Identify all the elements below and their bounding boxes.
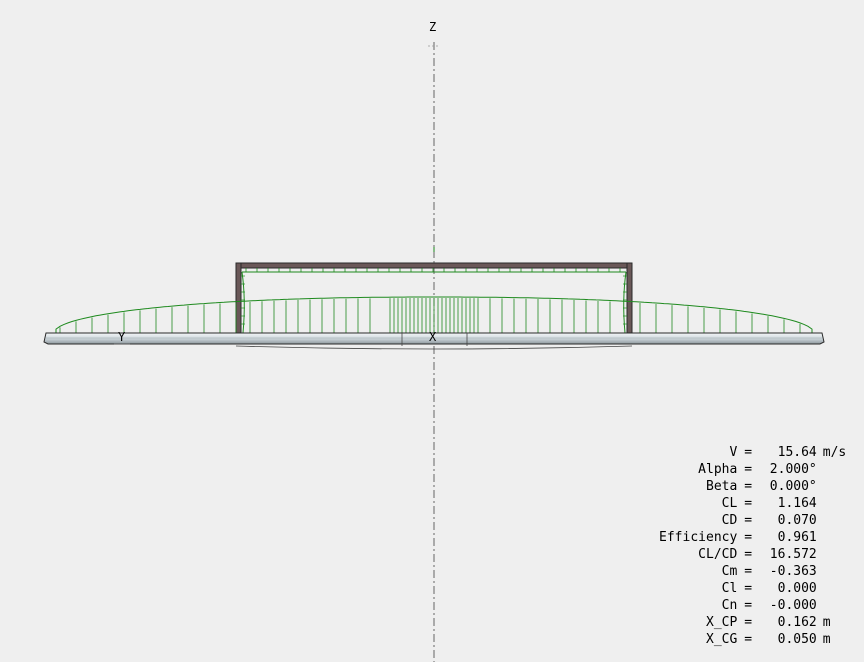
wing-surface [43,332,825,350]
result-row: X_CG = 0.050 m [600,631,862,648]
result-row: CL = 1.164 [600,495,862,512]
result-label: Alpha [698,462,738,477]
result-label: Efficiency [659,530,738,545]
result-unit [817,478,862,495]
result-value: 0.961 [777,530,817,545]
result-value: 15.64 [777,445,817,460]
equals-sign: = [744,513,753,528]
result-row: CL/CD = 16.572 [600,546,862,563]
result-row: X_CP = 0.162 m [600,614,862,631]
equals-sign: = [744,547,753,562]
result-label: X_CG [706,632,738,647]
x-axis-label: X [429,330,437,344]
result-value: -0.000 [769,598,817,613]
equals-sign: = [744,445,753,460]
equals-sign: = [744,462,753,477]
result-row: V = 15.64 m/s [600,444,862,461]
results-panel: V = 15.64 m/s Alpha = 2.000° Beta = 0.000° CL = 1.16… [600,444,862,648]
result-unit [817,529,862,546]
fin-lift-distribution [241,247,627,334]
y-axis-label: Y [118,330,126,344]
result-unit: m [822,632,831,647]
result-label: Cl [721,581,738,596]
result-value: 0.000° [769,479,817,494]
equals-sign: = [744,598,753,613]
result-label: V [729,445,738,460]
result-label: Cm [721,564,738,579]
equals-sign: = [744,496,753,511]
lift-envelope [55,296,813,333]
z-axis-label: Z [429,20,437,34]
result-value: 1.164 [777,496,817,511]
result-unit: m [822,615,831,630]
result-label: Cn [721,598,738,613]
result-unit [817,597,862,614]
result-label: CD [721,513,738,528]
equals-sign: = [744,479,753,494]
equals-sign: = [744,530,753,545]
result-label: CL/CD [698,547,738,562]
equals-sign: = [744,564,753,579]
result-label: X_CP [706,615,738,630]
result-value: 0.000 [777,581,817,596]
result-row: CD = 0.070 [600,512,862,529]
result-row: Cl = 0.000 [600,580,862,597]
result-unit: m/s [822,445,847,460]
result-value: 16.572 [769,547,817,562]
result-unit [817,546,862,563]
result-row: Efficiency = 0.961 [600,529,862,546]
equals-sign: = [744,581,753,596]
result-unit [817,563,862,580]
equals-sign: = [744,615,753,630]
fin-frame [235,262,633,336]
result-unit [817,461,862,478]
result-unit [817,580,862,597]
result-value: 0.050 [777,632,817,647]
result-label: Beta [706,479,738,494]
result-value: -0.363 [769,564,817,579]
result-value: 0.162 [777,615,817,630]
result-row: Cn = -0.000 [600,597,862,614]
result-value: 2.000° [769,462,817,477]
equals-sign: = [744,632,753,647]
result-label: CL [721,496,738,511]
result-row: Cm = -0.363 [600,563,862,580]
result-row: Alpha = 2.000° [600,461,862,478]
result-unit [817,512,862,529]
result-value: 0.070 [777,513,817,528]
result-unit [817,495,862,512]
wing-lift-distribution [55,296,813,333]
result-row: Beta = 0.000° [600,478,862,495]
